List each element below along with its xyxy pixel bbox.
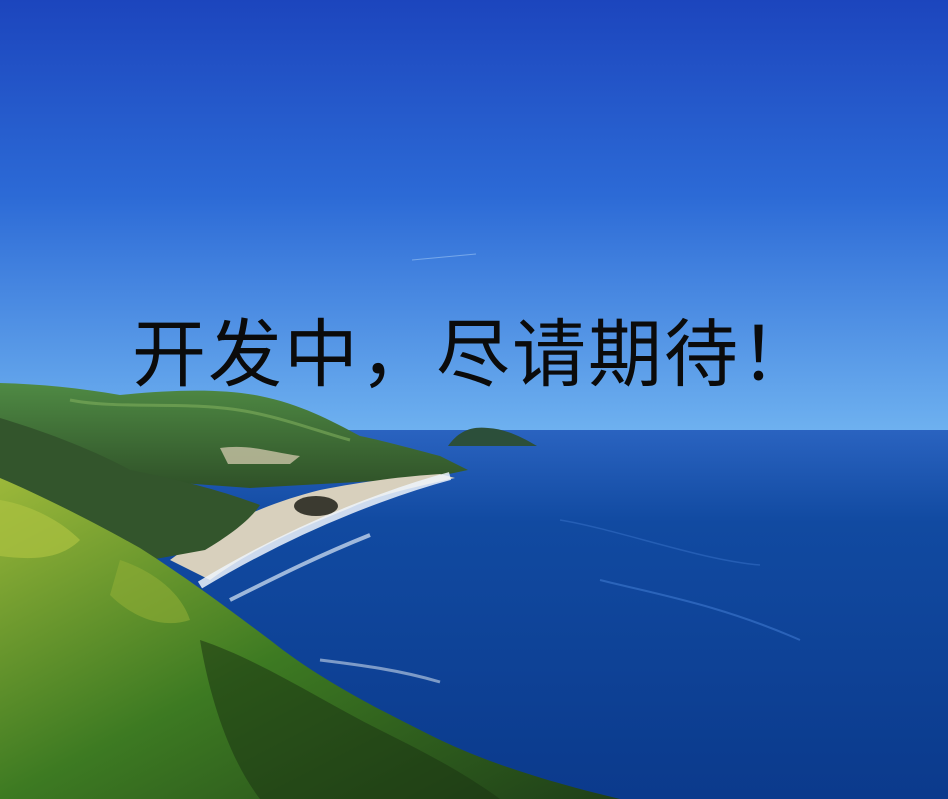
contrail [411, 253, 477, 261]
hill-ridge-highlight [69, 398, 351, 442]
surf-foam [229, 533, 371, 602]
hill-bare-slope [220, 446, 300, 464]
shore-rocks [319, 658, 441, 684]
coming-soon-headline: 开发中，尽请期待！ [132, 312, 816, 398]
shrub-cluster [110, 560, 190, 624]
beach [170, 474, 455, 580]
far-island [448, 427, 537, 446]
distant-headland [0, 383, 468, 488]
sky [0, 0, 948, 434]
ocean-swell [599, 579, 801, 641]
shrub-cluster [0, 500, 80, 559]
foreground-vegetation [0, 478, 620, 799]
surf-foam [197, 472, 452, 589]
shrub-shadow [200, 640, 500, 799]
sea-rock [294, 496, 338, 516]
ocean-swell [559, 519, 761, 566]
